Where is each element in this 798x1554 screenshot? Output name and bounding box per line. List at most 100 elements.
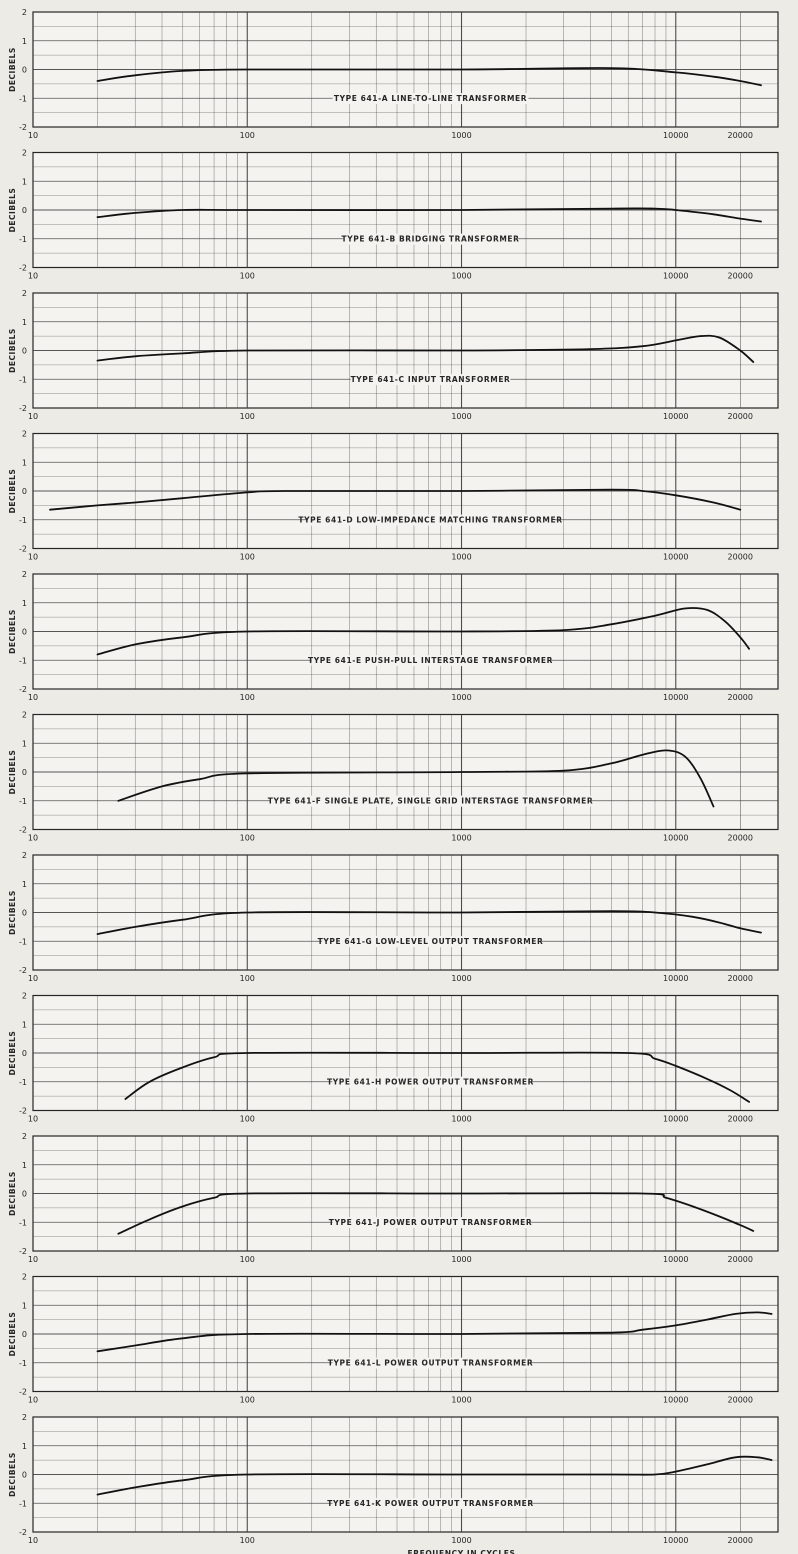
y-tick-label: 0 — [22, 487, 27, 496]
title-backdrop — [332, 1498, 529, 1510]
x-tick-label: 20000 — [728, 1255, 753, 1264]
y-tick-label: -2 — [19, 1528, 27, 1537]
x-tick-label: 10 — [28, 1396, 38, 1405]
y-tick-label: -2 — [19, 545, 27, 554]
y-tick-label: -2 — [19, 1107, 27, 1116]
y-tick-label: 1 — [22, 37, 27, 46]
x-tick-label: 20000 — [728, 834, 753, 843]
y-tick-label: -1 — [19, 1218, 27, 1227]
y-tick-label: 1 — [22, 458, 27, 467]
y-axis-label: DECIBELS — [8, 469, 17, 514]
y-tick-label: -1 — [19, 375, 27, 384]
chart-title: TYPE 641-J POWER OUTPUT TRANSFORMER — [329, 1218, 533, 1227]
y-tick-label: 2 — [22, 992, 27, 1001]
y-tick-label: -2 — [19, 966, 27, 975]
y-tick-label: 1 — [22, 318, 27, 327]
title-backdrop — [332, 93, 529, 105]
x-tick-label: 1000 — [451, 1536, 471, 1545]
y-tick-label: -1 — [19, 797, 27, 806]
y-axis-label: DECIBELS — [8, 609, 17, 654]
title-backdrop — [332, 1217, 529, 1229]
title-backdrop — [270, 795, 591, 807]
response-curve — [96, 607, 750, 656]
y-tick-label: 2 — [22, 1413, 27, 1422]
x-tick-label: 1000 — [451, 412, 471, 421]
y-tick-label: 1 — [22, 1020, 27, 1029]
x-tick-label: 20000 — [728, 131, 753, 140]
x-tick-label: 10000 — [663, 272, 688, 281]
chart-panel: -2 -1 0 1 2 DECIBELS 10 100 1000 10000 20000 TYPE 6… — [8, 1413, 779, 1554]
y-tick-label: 0 — [22, 206, 27, 215]
title-backdrop — [342, 233, 519, 245]
x-tick-label: 10 — [28, 1536, 38, 1545]
chart-panel: -2 -1 0 1 2 DECIBELS 10 100 1000 10000 20000 TYPE 6… — [8, 8, 779, 140]
x-tick-label: 20000 — [728, 272, 753, 281]
response-curve — [96, 67, 762, 87]
y-tick-label: 2 — [22, 711, 27, 720]
x-tick-label: 1000 — [451, 1396, 471, 1405]
chart-panel: -2 -1 0 1 2 DECIBELS 10 100 1000 10000 20000 TYPE 6… — [8, 992, 779, 1124]
y-tick-label: -1 — [19, 1078, 27, 1087]
chart-panel: -2 -1 0 1 2 DECIBELS 10 100 1000 10000 20000 TYPE 6… — [8, 149, 779, 281]
x-tick-label: 10000 — [663, 1536, 688, 1545]
y-axis-label: DECIBELS — [8, 188, 17, 233]
response-curve — [96, 1311, 773, 1353]
chart-panel: -2 -1 0 1 2 DECIBELS 10 100 1000 10000 20000 TYPE 6… — [8, 430, 779, 562]
x-tick-label: 10 — [28, 834, 38, 843]
y-tick-label: 1 — [22, 177, 27, 186]
x-axis-label: FREQUENCY IN CYCLES — [408, 1549, 516, 1554]
chart-panel: -2 -1 0 1 2 DECIBELS 10 100 1000 10000 20000 TYPE 6… — [8, 1273, 779, 1405]
x-tick-label: 10 — [28, 131, 38, 140]
chart-title: TYPE 641-H POWER OUTPUT TRANSFORMER — [327, 1078, 534, 1087]
chart-title: TYPE 641-L POWER OUTPUT TRANSFORMER — [328, 1359, 534, 1368]
y-axis-label: DECIBELS — [8, 890, 17, 935]
x-tick-label: 10000 — [663, 1396, 688, 1405]
x-tick-label: 100 — [240, 1115, 255, 1124]
y-tick-label: 0 — [22, 768, 27, 777]
x-tick-label: 10 — [28, 412, 38, 421]
x-tick-label: 10000 — [663, 1115, 688, 1124]
x-tick-label: 10000 — [663, 131, 688, 140]
y-tick-label: 2 — [22, 8, 27, 17]
x-tick-label: 10 — [28, 272, 38, 281]
y-tick-label: 1 — [22, 1161, 27, 1170]
chart-title: TYPE 641-G LOW-LEVEL OUTPUT TRANSFORMER — [318, 937, 544, 946]
y-tick-label: 1 — [22, 1442, 27, 1451]
y-tick-label: -1 — [19, 235, 27, 244]
y-tick-label: -2 — [19, 123, 27, 132]
chart-title: TYPE 641-C INPUT TRANSFORMER — [351, 375, 511, 384]
response-curve — [49, 488, 742, 511]
y-axis-label: DECIBELS — [8, 750, 17, 795]
chart-panel: -2 -1 0 1 2 DECIBELS 10 100 1000 10000 20000 TYPE 6… — [8, 851, 779, 983]
title-backdrop — [322, 936, 539, 948]
chart-panel: -2 -1 0 1 2 DECIBELS 10 100 1000 10000 20000 TYPE 6… — [8, 570, 779, 702]
response-curve — [117, 1192, 755, 1235]
y-tick-label: -1 — [19, 94, 27, 103]
x-tick-label: 10000 — [663, 834, 688, 843]
x-tick-label: 10 — [28, 693, 38, 702]
y-tick-label: -2 — [19, 826, 27, 835]
x-tick-label: 10000 — [663, 693, 688, 702]
x-tick-label: 100 — [240, 974, 255, 983]
chart-panel: -2 -1 0 1 2 DECIBELS 10 100 1000 10000 20000 TYPE 6… — [8, 289, 779, 421]
response-curve — [96, 1455, 773, 1496]
x-tick-label: 1000 — [451, 131, 471, 140]
title-backdrop — [332, 1357, 529, 1369]
y-tick-label: -2 — [19, 264, 27, 273]
y-tick-label: -1 — [19, 516, 27, 525]
y-axis-label: DECIBELS — [8, 328, 17, 373]
y-tick-label: 1 — [22, 1301, 27, 1310]
y-tick-label: -1 — [19, 1359, 27, 1368]
y-tick-label: 2 — [22, 851, 27, 860]
y-tick-label: 0 — [22, 1190, 27, 1199]
x-tick-label: 1000 — [451, 834, 471, 843]
y-axis-label: DECIBELS — [8, 1452, 17, 1497]
x-tick-label: 100 — [240, 553, 255, 562]
x-tick-label: 10 — [28, 1115, 38, 1124]
x-tick-label: 20000 — [728, 553, 753, 562]
y-tick-label: -1 — [19, 656, 27, 665]
x-tick-label: 20000 — [728, 1396, 753, 1405]
x-tick-label: 10000 — [663, 1255, 688, 1264]
x-tick-label: 20000 — [728, 1115, 753, 1124]
y-axis-label: DECIBELS — [8, 1171, 17, 1216]
